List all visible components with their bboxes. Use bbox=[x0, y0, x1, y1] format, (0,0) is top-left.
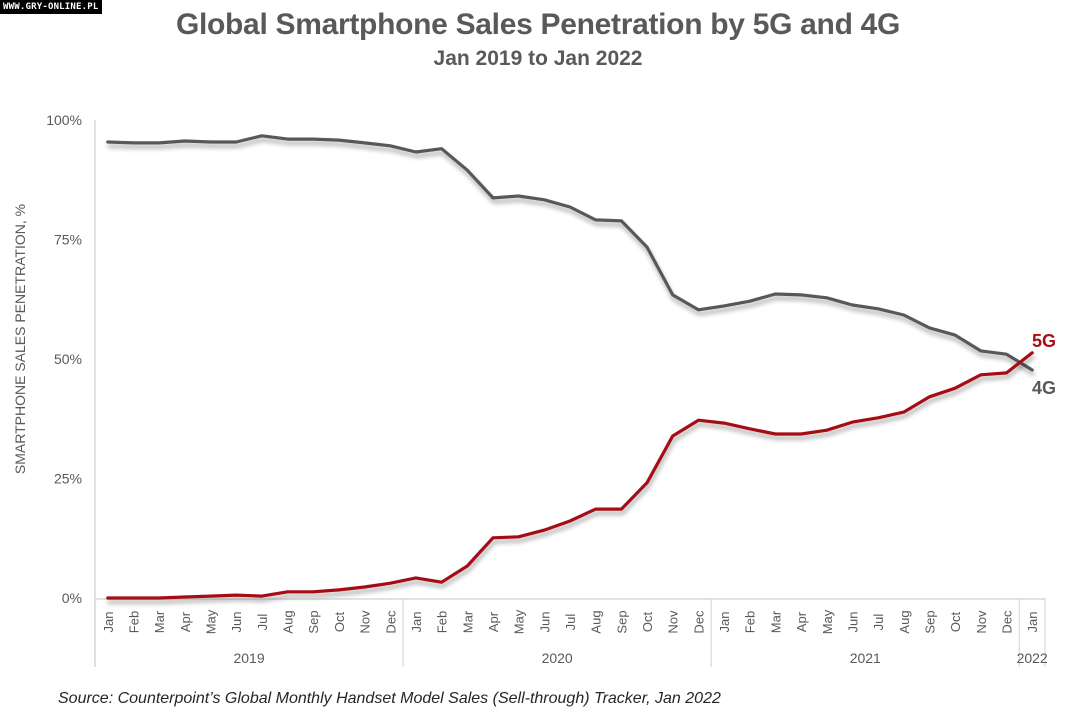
x-tick-label: Jul bbox=[563, 614, 578, 631]
y-tick-label: 75% bbox=[54, 232, 82, 248]
x-tick-label: Feb bbox=[743, 611, 758, 633]
x-tick-label: Jun bbox=[845, 612, 860, 633]
x-tick-label: Nov bbox=[666, 610, 681, 634]
series-line-4g bbox=[106, 134, 1034, 372]
year-label: 2019 bbox=[233, 650, 264, 666]
x-tick-label: Feb bbox=[435, 611, 450, 633]
x-tick-label: Mar bbox=[460, 610, 475, 633]
x-tick-label: Mar bbox=[768, 610, 783, 633]
year-label: 2021 bbox=[850, 650, 881, 666]
year-label: 2020 bbox=[542, 650, 573, 666]
x-tick-label: Feb bbox=[127, 611, 142, 633]
y-tick-label: 100% bbox=[46, 112, 82, 128]
x-tick-label: Aug bbox=[281, 610, 296, 633]
y-tick-label: 0% bbox=[62, 590, 82, 606]
year-label: 2022 bbox=[1017, 650, 1048, 666]
x-tick-label: Jul bbox=[871, 614, 886, 631]
x-tick-label: Mar bbox=[152, 610, 167, 633]
x-tick-label: Jan bbox=[1025, 612, 1040, 633]
x-tick-label: Jun bbox=[229, 612, 244, 633]
x-tick-label: Sep bbox=[306, 610, 321, 633]
x-tick-label: Nov bbox=[358, 610, 373, 634]
x-tick-label: Sep bbox=[922, 610, 937, 633]
y-tick-label: 25% bbox=[54, 471, 82, 487]
series-label-5g: 5G bbox=[1032, 331, 1056, 351]
y-tick-label: 50% bbox=[54, 351, 82, 367]
x-tick-label: May bbox=[512, 609, 527, 634]
chart-subtitle: Jan 2019 to Jan 2022 bbox=[433, 47, 643, 70]
x-tick-label: Jan bbox=[717, 612, 732, 633]
x-tick-label: Jan bbox=[101, 612, 116, 633]
x-tick-label: Oct bbox=[332, 612, 347, 633]
series-line-5g bbox=[106, 351, 1034, 600]
x-tick-label: May bbox=[204, 609, 219, 634]
watermark: WWW.GRY-ONLINE.PL bbox=[0, 0, 102, 14]
x-tick-label: Dec bbox=[383, 610, 398, 634]
source-note: Source: Counterpoint’s Global Monthly Ha… bbox=[58, 690, 721, 707]
x-tick-label: Jul bbox=[255, 614, 270, 631]
x-tick-label: May bbox=[820, 609, 835, 634]
x-tick-label: Dec bbox=[999, 610, 1014, 634]
x-tick-label: Oct bbox=[640, 612, 655, 633]
y-axis-title: SMARTPHONE SALES PENETRATION, % bbox=[12, 204, 28, 474]
x-tick-label: Aug bbox=[589, 610, 604, 633]
x-tick-label: Nov bbox=[974, 610, 989, 634]
x-tick-label: Apr bbox=[794, 611, 809, 632]
series-label-4g: 4G bbox=[1032, 378, 1056, 398]
x-tick-label: Apr bbox=[178, 611, 193, 632]
chart-title: Global Smartphone Sales Penetration by 5… bbox=[175, 8, 901, 41]
x-tick-label: Oct bbox=[948, 612, 963, 633]
x-tick-label: Dec bbox=[691, 610, 706, 634]
x-tick-label: Jan bbox=[409, 612, 424, 633]
x-tick-label: Jun bbox=[537, 612, 552, 633]
x-tick-label: Aug bbox=[897, 610, 912, 633]
x-tick-label: Apr bbox=[486, 611, 501, 632]
x-tick-label: Sep bbox=[614, 610, 629, 633]
